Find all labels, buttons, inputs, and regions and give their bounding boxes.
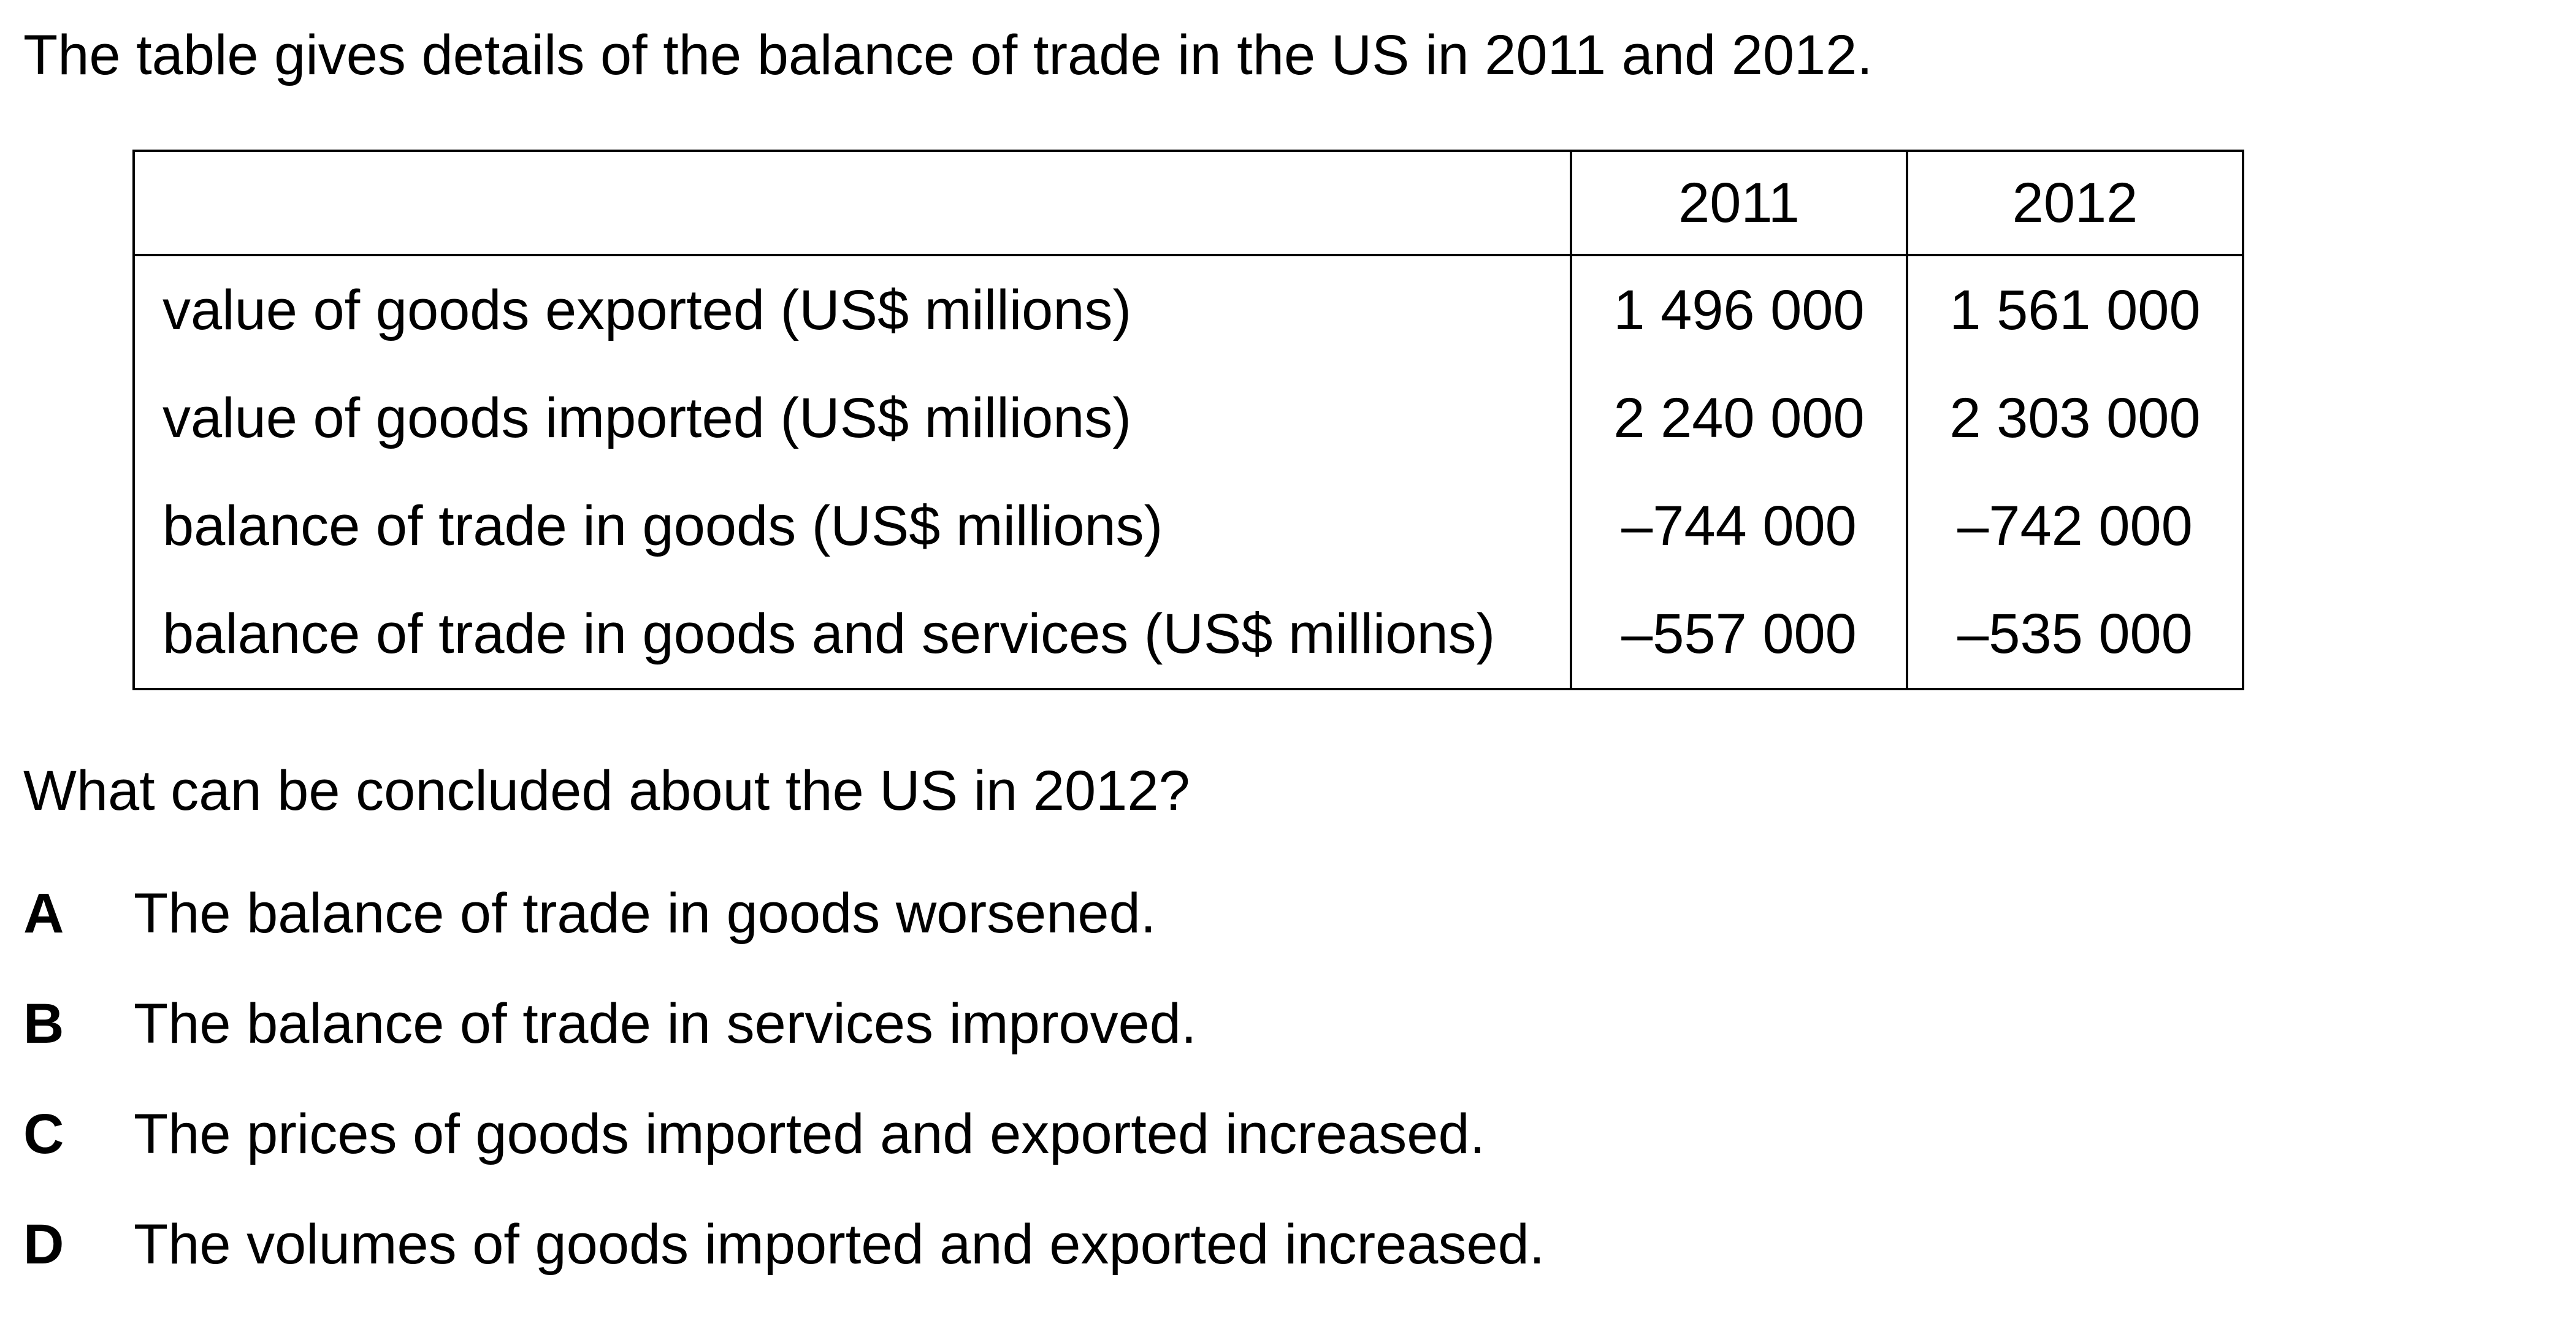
cell-2011: 2 240 000: [1570, 364, 1908, 472]
cell-2012: 2 303 000: [1906, 364, 2244, 472]
cell-2012: –535 000: [1906, 580, 2244, 690]
option-b[interactable]: B The balance of trade in services impro…: [23, 987, 1545, 1097]
cell-2011: –557 000: [1570, 580, 1908, 690]
cell-2011: 1 496 000: [1570, 255, 1908, 364]
table-header-2011: 2011: [1570, 150, 1908, 256]
cell-2012: 1 561 000: [1906, 255, 2244, 364]
option-text: The balance of trade in services improve…: [134, 992, 1197, 1055]
option-letter: D: [23, 1213, 64, 1276]
option-d[interactable]: D The volumes of goods imported and expo…: [23, 1208, 1545, 1318]
row-label: balance of trade in goods and services (…: [132, 580, 1572, 690]
table-header-2012: 2012: [1906, 150, 2244, 256]
trade-table: 2011 2012 value of goods exported (US$ m…: [132, 150, 2244, 690]
option-letter: B: [23, 992, 64, 1055]
option-a[interactable]: A The balance of trade in goods worsened…: [23, 877, 1545, 987]
option-text: The balance of trade in goods worsened.: [134, 882, 1156, 945]
option-text: The prices of goods imported and exporte…: [134, 1103, 1486, 1165]
intro-text: The table gives details of the balance o…: [23, 24, 1873, 86]
table-row: balance of trade in goods and services (…: [132, 580, 2244, 690]
table-header-row: 2011 2012: [132, 150, 2244, 256]
cell-2012: –742 000: [1906, 472, 2244, 580]
answer-options: A The balance of trade in goods worsened…: [23, 877, 1545, 1318]
row-label: value of goods exported (US$ millions): [132, 255, 1572, 364]
table-row: balance of trade in goods (US$ millions)…: [132, 472, 2244, 580]
option-text: The volumes of goods imported and export…: [134, 1213, 1545, 1276]
option-letter: A: [23, 882, 64, 945]
option-c[interactable]: C The prices of goods imported and expor…: [23, 1097, 1545, 1208]
row-label: balance of trade in goods (US$ millions): [132, 472, 1572, 580]
cell-2011: –744 000: [1570, 472, 1908, 580]
table-row: value of goods exported (US$ millions) 1…: [132, 255, 2244, 364]
row-label: value of goods imported (US$ millions): [132, 364, 1572, 472]
option-letter: C: [23, 1103, 64, 1165]
table-header-blank: [132, 150, 1572, 256]
question-text: What can be concluded about the US in 20…: [23, 760, 1190, 822]
table-row: value of goods imported (US$ millions) 2…: [132, 364, 2244, 472]
